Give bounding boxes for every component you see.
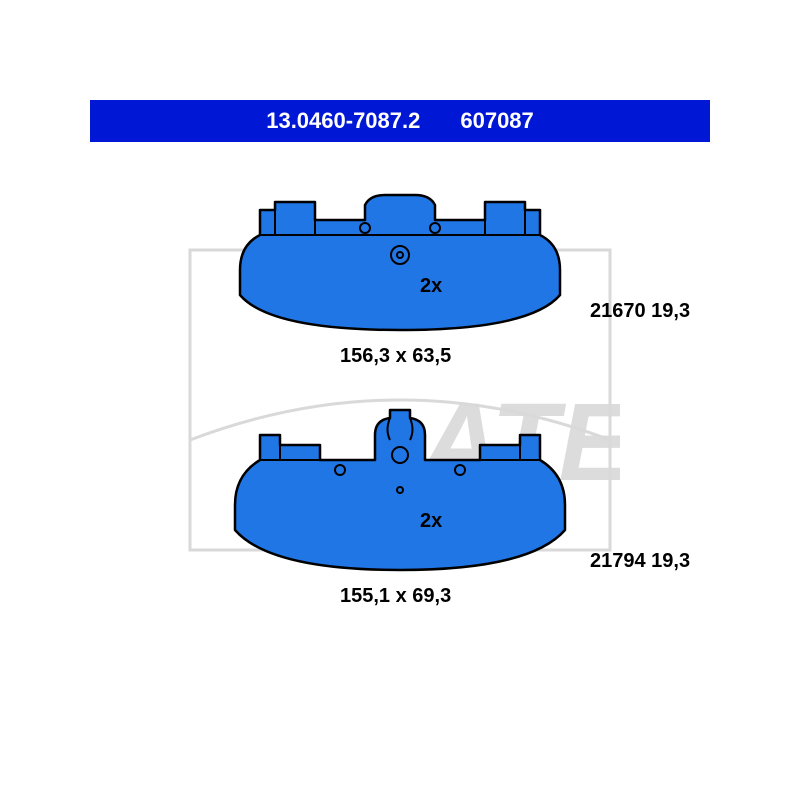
brake-pad-1: 2x156,3 x 63,521670 19,3 (220, 180, 580, 340)
diagram-area: ATE 2x156,3 x 63,521670 19,32x155,1 x 69… (90, 150, 710, 650)
part-number: 13.0460-7087.2 (266, 108, 420, 134)
short-code: 607087 (460, 108, 533, 134)
pad-shape (220, 400, 580, 580)
brake-pad-2: 2x155,1 x 69,321794 19,3 (220, 400, 580, 580)
side-code-label: 21670 19,3 (590, 300, 690, 323)
side-code-label: 21794 19,3 (590, 550, 690, 573)
pad-shape (220, 180, 580, 340)
header-bar: 13.0460-7087.2 607087 (90, 100, 710, 142)
dimensions-label: 156,3 x 63,5 (340, 345, 451, 368)
quantity-label: 2x (420, 510, 442, 533)
dimensions-label: 155,1 x 69,3 (340, 585, 451, 608)
quantity-label: 2x (420, 275, 442, 298)
